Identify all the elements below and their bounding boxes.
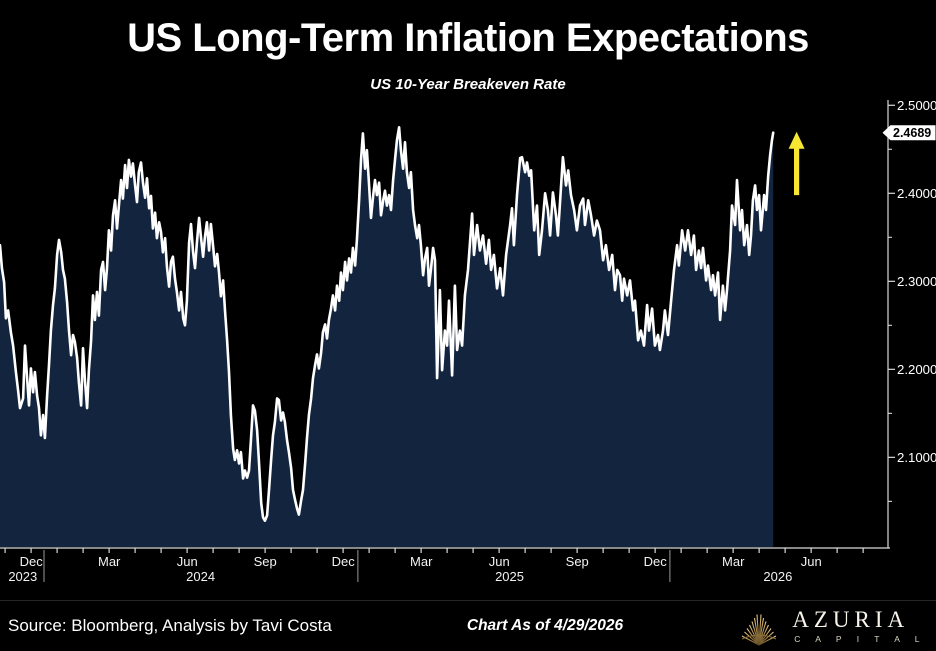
y-tick-label: 2.2000: [897, 362, 936, 377]
x-year-label: 2026: [763, 569, 792, 584]
x-tick-label: Dec: [644, 554, 668, 569]
x-tick-label: Mar: [410, 554, 433, 569]
azuria-logo: AZURIA C A P I T A L: [735, 604, 926, 648]
up-arrow-annotation: [788, 131, 805, 196]
fan-line: [758, 631, 775, 646]
fan-line: [758, 621, 767, 646]
x-year-label: 2024: [186, 569, 215, 584]
logo-fan-icon: [741, 612, 777, 646]
x-tick-label: Sep: [566, 554, 589, 569]
fan-line: [758, 617, 765, 646]
x-tick-label: Jun: [801, 554, 822, 569]
fan-line: [744, 631, 760, 646]
logo-capital-text: C A P I T A L: [794, 634, 926, 644]
y-axis: 2.5000 2.4000 2.3000 2.2000 2.1000: [887, 98, 936, 548]
x-axis: Dec Mar Jun Sep Dec Mar Jun Sep Dec Mar Jun 2023 202…: [0, 547, 890, 584]
logo-text-block: AZURIA C A P I T A L: [792, 608, 926, 644]
x-tick-label: Dec: [20, 554, 44, 569]
fan-line: [746, 628, 760, 646]
x-tick-label: Jun: [489, 554, 510, 569]
price-line: [0, 126, 775, 522]
x-tick-label: Mar: [98, 554, 121, 569]
y-tick-label: 2.5000: [897, 98, 936, 113]
footer-bar: Source: Bloomberg, Analysis by Tavi Cost…: [0, 600, 936, 651]
last-value-label: 2.4689: [893, 126, 931, 140]
page-title: US Long-Term Inflation Expectations: [127, 16, 809, 60]
x-tick-label: Jun: [177, 554, 198, 569]
logo-name: AZURIA: [792, 607, 910, 632]
as-of-text: Chart As of 4/29/2026: [466, 617, 624, 634]
source-text: Source: Bloomberg, Analysis by Tavi Cost…: [8, 616, 332, 635]
x-tick-label: Sep: [254, 554, 277, 569]
y-tick-label: 2.3000: [897, 274, 936, 289]
last-value-flag: 2.4689: [882, 125, 936, 141]
breakeven-rate-chart: Dec Mar Jun Sep Dec Mar Jun Sep Dec Mar Jun 2023 202…: [0, 98, 936, 584]
area-fill: [0, 127, 774, 548]
y-tick-label: 2.4000: [897, 186, 936, 201]
x-tick-label: Dec: [332, 554, 356, 569]
chart-subtitle: US 10-Year Breakeven Rate: [370, 76, 566, 93]
x-year-label: 2025: [495, 569, 524, 584]
last-value-flag-shape: [882, 125, 936, 141]
x-year-label: 2023: [8, 569, 37, 584]
y-tick-label: 2.1000: [897, 450, 936, 465]
fan-line: [758, 628, 772, 646]
x-tick-label: Mar: [722, 554, 745, 569]
